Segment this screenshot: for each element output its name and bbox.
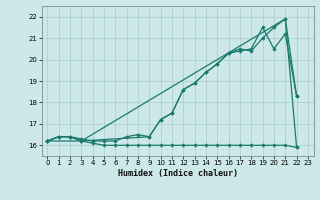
X-axis label: Humidex (Indice chaleur): Humidex (Indice chaleur) — [118, 169, 237, 178]
